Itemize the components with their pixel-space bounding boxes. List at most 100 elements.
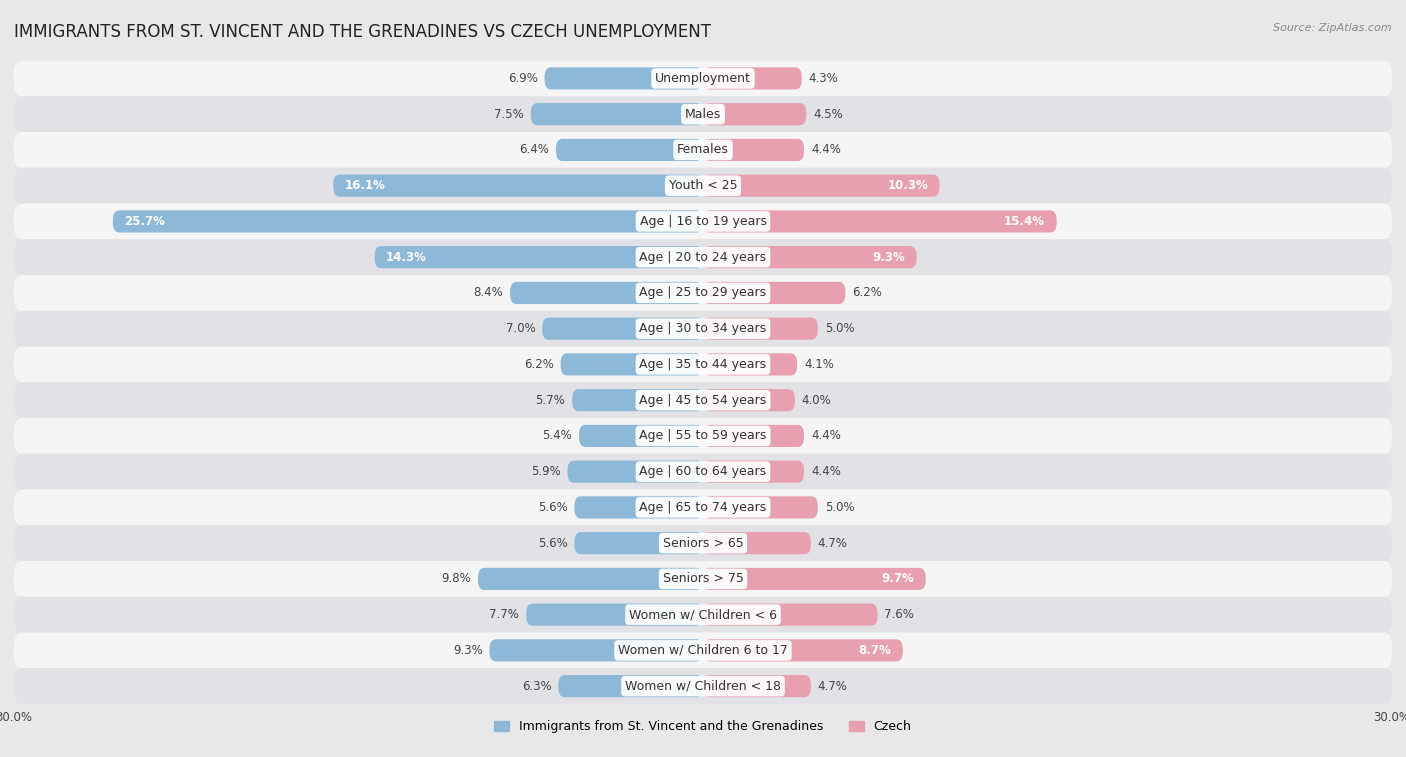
FancyBboxPatch shape	[14, 668, 1392, 704]
Text: 4.7%: 4.7%	[818, 680, 848, 693]
Text: 7.7%: 7.7%	[489, 608, 519, 621]
FancyBboxPatch shape	[703, 67, 801, 89]
Text: 5.7%: 5.7%	[536, 394, 565, 407]
Text: 6.4%: 6.4%	[519, 143, 550, 157]
FancyBboxPatch shape	[575, 532, 703, 554]
FancyBboxPatch shape	[14, 275, 1392, 311]
Text: Age | 55 to 59 years: Age | 55 to 59 years	[640, 429, 766, 442]
Text: Unemployment: Unemployment	[655, 72, 751, 85]
Text: Youth < 25: Youth < 25	[669, 179, 737, 192]
FancyBboxPatch shape	[14, 597, 1392, 633]
FancyBboxPatch shape	[568, 460, 703, 483]
Legend: Immigrants from St. Vincent and the Grenadines, Czech: Immigrants from St. Vincent and the Gren…	[495, 720, 911, 733]
FancyBboxPatch shape	[526, 603, 703, 626]
FancyBboxPatch shape	[14, 633, 1392, 668]
Text: Age | 60 to 64 years: Age | 60 to 64 years	[640, 465, 766, 478]
FancyBboxPatch shape	[14, 96, 1392, 132]
FancyBboxPatch shape	[510, 282, 703, 304]
Text: 5.6%: 5.6%	[537, 501, 568, 514]
Text: 5.4%: 5.4%	[543, 429, 572, 442]
Text: 4.0%: 4.0%	[801, 394, 831, 407]
FancyBboxPatch shape	[572, 389, 703, 411]
FancyBboxPatch shape	[14, 239, 1392, 275]
FancyBboxPatch shape	[703, 175, 939, 197]
Text: 9.3%: 9.3%	[872, 251, 905, 263]
FancyBboxPatch shape	[703, 354, 797, 375]
Text: 4.7%: 4.7%	[818, 537, 848, 550]
Text: 7.6%: 7.6%	[884, 608, 914, 621]
FancyBboxPatch shape	[703, 425, 804, 447]
Text: Males: Males	[685, 107, 721, 120]
Text: 30.0%: 30.0%	[1374, 711, 1406, 724]
Text: Age | 20 to 24 years: Age | 20 to 24 years	[640, 251, 766, 263]
Text: 9.3%: 9.3%	[453, 644, 482, 657]
FancyBboxPatch shape	[703, 532, 811, 554]
FancyBboxPatch shape	[14, 61, 1392, 96]
FancyBboxPatch shape	[703, 282, 845, 304]
Text: 10.3%: 10.3%	[887, 179, 928, 192]
FancyBboxPatch shape	[543, 318, 703, 340]
FancyBboxPatch shape	[703, 139, 804, 161]
FancyBboxPatch shape	[575, 497, 703, 519]
Text: Seniors > 75: Seniors > 75	[662, 572, 744, 585]
FancyBboxPatch shape	[14, 418, 1392, 453]
FancyBboxPatch shape	[703, 103, 807, 125]
Text: 7.5%: 7.5%	[494, 107, 524, 120]
Text: Age | 35 to 44 years: Age | 35 to 44 years	[640, 358, 766, 371]
Text: 8.4%: 8.4%	[474, 286, 503, 300]
Text: Women w/ Children < 6: Women w/ Children < 6	[628, 608, 778, 621]
FancyBboxPatch shape	[14, 311, 1392, 347]
FancyBboxPatch shape	[14, 382, 1392, 418]
FancyBboxPatch shape	[489, 640, 703, 662]
Text: Seniors > 65: Seniors > 65	[662, 537, 744, 550]
FancyBboxPatch shape	[544, 67, 703, 89]
FancyBboxPatch shape	[112, 210, 703, 232]
FancyBboxPatch shape	[14, 525, 1392, 561]
FancyBboxPatch shape	[703, 460, 804, 483]
Text: 5.6%: 5.6%	[537, 537, 568, 550]
Text: Age | 45 to 54 years: Age | 45 to 54 years	[640, 394, 766, 407]
Text: Age | 65 to 74 years: Age | 65 to 74 years	[640, 501, 766, 514]
Text: 25.7%: 25.7%	[124, 215, 165, 228]
Text: 30.0%: 30.0%	[0, 711, 32, 724]
FancyBboxPatch shape	[703, 603, 877, 626]
Text: Source: ZipAtlas.com: Source: ZipAtlas.com	[1274, 23, 1392, 33]
Text: 4.1%: 4.1%	[804, 358, 834, 371]
Text: 9.7%: 9.7%	[882, 572, 914, 585]
FancyBboxPatch shape	[374, 246, 703, 268]
Text: 6.3%: 6.3%	[522, 680, 551, 693]
Text: Age | 16 to 19 years: Age | 16 to 19 years	[640, 215, 766, 228]
FancyBboxPatch shape	[555, 139, 703, 161]
FancyBboxPatch shape	[703, 568, 925, 590]
FancyBboxPatch shape	[579, 425, 703, 447]
FancyBboxPatch shape	[14, 453, 1392, 490]
Text: 6.2%: 6.2%	[852, 286, 882, 300]
Text: 4.3%: 4.3%	[808, 72, 838, 85]
Text: 5.9%: 5.9%	[531, 465, 561, 478]
Text: 4.5%: 4.5%	[813, 107, 844, 120]
Text: IMMIGRANTS FROM ST. VINCENT AND THE GRENADINES VS CZECH UNEMPLOYMENT: IMMIGRANTS FROM ST. VINCENT AND THE GREN…	[14, 23, 711, 41]
FancyBboxPatch shape	[703, 640, 903, 662]
FancyBboxPatch shape	[703, 246, 917, 268]
FancyBboxPatch shape	[703, 318, 818, 340]
Text: 5.0%: 5.0%	[825, 322, 855, 335]
Text: Age | 30 to 34 years: Age | 30 to 34 years	[640, 322, 766, 335]
Text: 8.7%: 8.7%	[859, 644, 891, 657]
Text: 4.4%: 4.4%	[811, 143, 841, 157]
Text: 7.0%: 7.0%	[506, 322, 536, 335]
Text: 14.3%: 14.3%	[387, 251, 427, 263]
FancyBboxPatch shape	[703, 497, 818, 519]
FancyBboxPatch shape	[703, 210, 1057, 232]
Text: 16.1%: 16.1%	[344, 179, 385, 192]
Text: 15.4%: 15.4%	[1004, 215, 1045, 228]
FancyBboxPatch shape	[14, 132, 1392, 168]
Text: 9.8%: 9.8%	[441, 572, 471, 585]
FancyBboxPatch shape	[14, 347, 1392, 382]
FancyBboxPatch shape	[703, 675, 811, 697]
Text: 6.9%: 6.9%	[508, 72, 537, 85]
FancyBboxPatch shape	[703, 389, 794, 411]
Text: 4.4%: 4.4%	[811, 465, 841, 478]
FancyBboxPatch shape	[14, 168, 1392, 204]
FancyBboxPatch shape	[558, 675, 703, 697]
FancyBboxPatch shape	[333, 175, 703, 197]
